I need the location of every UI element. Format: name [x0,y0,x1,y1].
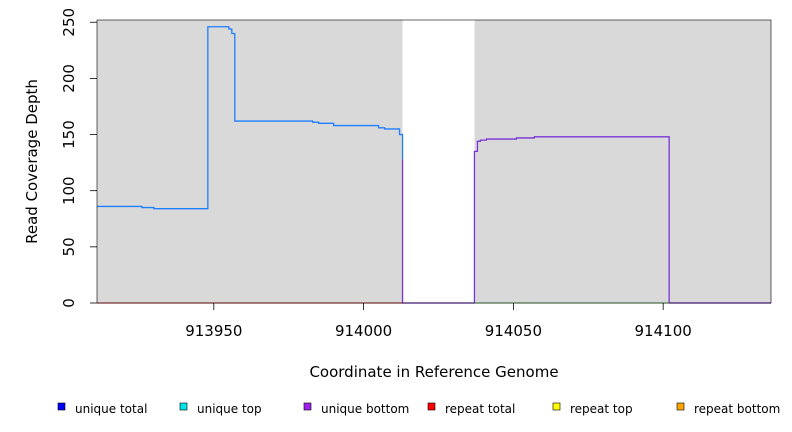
y-tick-label: 50 [60,237,78,256]
series-line-0 [97,26,404,210]
x-axis: 913950 914000 914050 914100 [185,303,692,340]
legend-swatch [427,402,436,411]
shaded-region [474,20,771,303]
legend-label: repeat total [445,402,515,416]
legend-swatch [676,402,685,411]
legend-swatch [57,402,66,411]
y-axis: 0 50 100 150 200 250 [60,8,97,308]
legend-label: unique bottom [321,402,409,416]
plot-frame [96,19,772,304]
y-tick-label: 0 [60,298,78,308]
legend-swatch [303,402,312,411]
y-tick-label: 250 [60,8,78,37]
legend-swatch [552,402,561,411]
x-tick-label: 914000 [335,322,392,340]
x-axis-title: Coordinate in Reference Genome [309,363,558,381]
x-tick-label: 914100 [635,322,692,340]
y-axis-title: Read Coverage Depth [23,79,41,244]
x-tick-label: 913950 [185,322,242,340]
shaded-region [97,20,403,303]
legend-label: unique top [197,402,262,416]
legend-label: unique total [75,402,147,416]
series-line-1 [401,136,771,304]
y-tick-label: 150 [60,120,78,149]
legend: unique total unique top unique bottom repea… [57,402,780,416]
plot-background [97,20,771,303]
x-tick-label: 914050 [485,322,542,340]
legend-label: repeat bottom [694,402,780,416]
legend-swatch [179,402,188,411]
y-tick-label: 200 [60,64,78,93]
y-tick-label: 100 [60,176,78,205]
legend-label: repeat top [570,402,633,416]
